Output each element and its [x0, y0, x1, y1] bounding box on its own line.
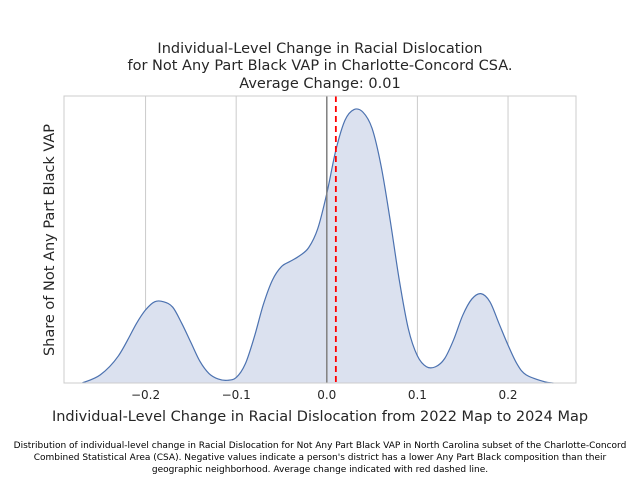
plot-frame	[63, 95, 577, 384]
x-tick-label-4: 0.2	[498, 388, 517, 402]
x-axis-label: Individual-Level Change in Racial Disloc…	[52, 409, 588, 425]
figure-caption: Distribution of individual-level change …	[13, 441, 627, 475]
x-tick-label-2: 0.0	[317, 388, 336, 402]
density-area	[82, 108, 554, 384]
chart-title-line-1: Individual-Level Change in Racial Disloc…	[157, 41, 482, 57]
x-tick-label-3: 0.1	[408, 388, 427, 402]
x-tick-label-1: −0.1	[222, 388, 251, 402]
y-axis-label: Share of Not Any Part Black VAP	[42, 124, 58, 356]
chart-title-line-3: Average Change: 0.01	[239, 76, 400, 92]
x-tick-label-0: −0.2	[131, 388, 160, 402]
chart-title-line-2: for Not Any Part Black VAP in Charlotte-…	[127, 58, 512, 74]
x-tick-labels: −0.2 −0.1 0.0 0.1 0.2	[131, 388, 518, 402]
